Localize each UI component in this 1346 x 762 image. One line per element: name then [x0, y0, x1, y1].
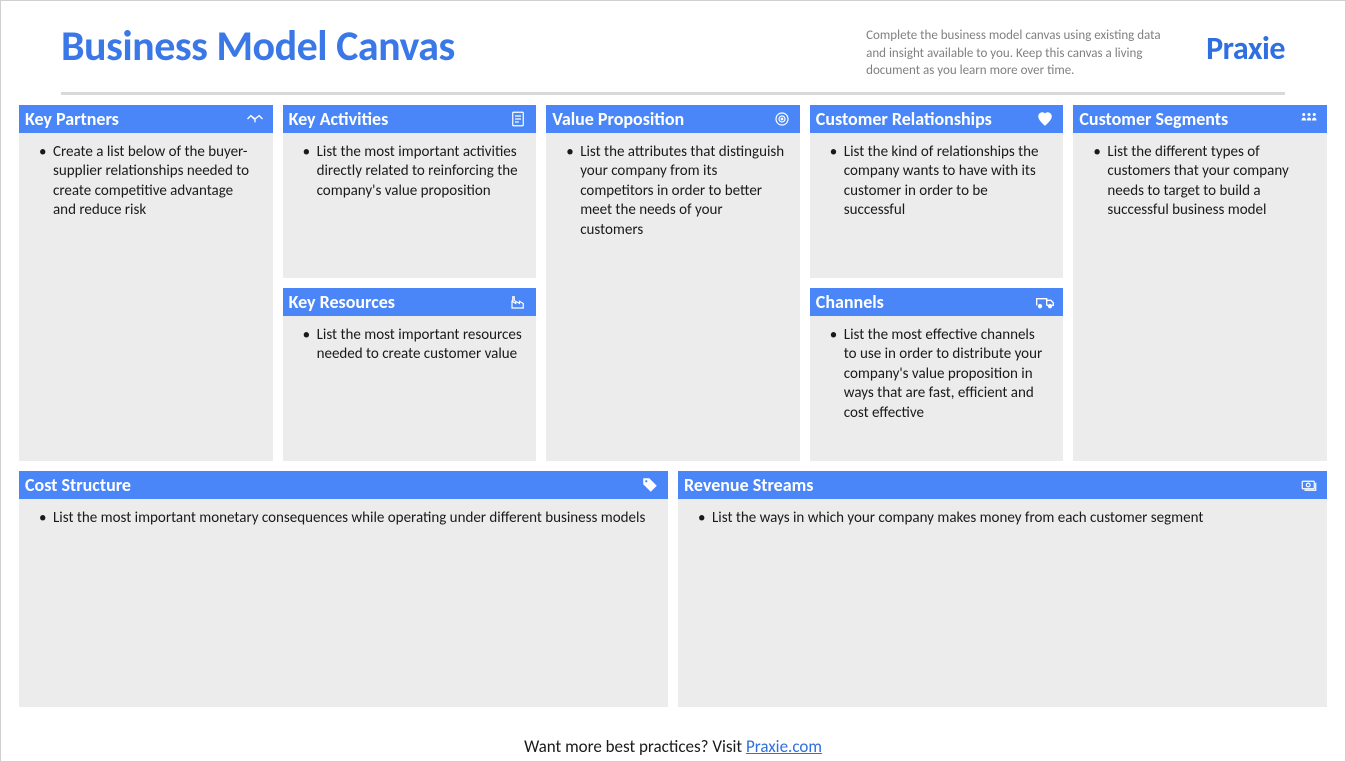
block-header-channels: Channels — [810, 288, 1064, 316]
block-title: Key Resources — [289, 291, 395, 313]
footer: Want more best practices? Visit Praxie.c… — [1, 736, 1345, 757]
truck-icon — [1035, 292, 1055, 312]
checklist-icon — [508, 109, 528, 129]
block-title: Channels — [816, 291, 884, 313]
block-body: List the attributes that distinguish you… — [546, 133, 800, 461]
bullet-text: List the most effective channels to use … — [830, 326, 1050, 424]
canvas-grid: Key Partners Create a list below of the … — [1, 105, 1345, 707]
block-body: List the most important monetary consequ… — [19, 499, 668, 707]
target-icon — [772, 109, 792, 129]
header: Business Model Canvas Complete the busin… — [1, 1, 1345, 88]
bullet-text: List the ways in which your company make… — [698, 509, 1313, 529]
footer-link[interactable]: Praxie.com — [746, 736, 822, 757]
logo-text: Praxie — [1206, 29, 1285, 68]
block-title: Cost Structure — [25, 474, 131, 496]
block-revenue-streams: Revenue Streams List the ways in which y… — [678, 471, 1327, 707]
block-header-key-resources: Key Resources — [283, 288, 537, 316]
block-cost-structure: Cost Structure List the most important m… — [19, 471, 668, 707]
bullet-text: List the different types of customers th… — [1093, 143, 1313, 221]
handshake-icon — [245, 109, 265, 129]
block-key-activities: Key Activities List the most important a… — [283, 105, 537, 278]
block-header-customer-segments: Customer Segments — [1073, 105, 1327, 133]
block-body: Create a list below of the buyer-supplie… — [19, 133, 273, 461]
instructions-text: Complete the business model canvas using… — [866, 21, 1166, 80]
block-body: List the different types of customers th… — [1073, 133, 1327, 461]
tag-icon — [640, 475, 660, 495]
bullet-text: Create a list below of the buyer-supplie… — [39, 143, 259, 221]
block-customer-relationships: Customer Relationships List the kind of … — [810, 105, 1064, 278]
factory-icon — [508, 292, 528, 312]
block-header-revenue-streams: Revenue Streams — [678, 471, 1327, 499]
bullet-text: List the attributes that distinguish you… — [566, 143, 786, 241]
bullet-text: List the most important activities direc… — [303, 143, 523, 202]
block-title: Revenue Streams — [684, 474, 813, 496]
divider — [61, 92, 1285, 95]
people-icon — [1299, 109, 1319, 129]
block-body: List the kind of relationships the compa… — [810, 133, 1064, 278]
block-title: Customer Segments — [1079, 108, 1228, 130]
cash-icon — [1299, 475, 1319, 495]
block-customer-segments: Customer Segments List the different typ… — [1073, 105, 1327, 461]
block-value-proposition: Value Proposition List the attributes th… — [546, 105, 800, 461]
block-channels: Channels List the most effective channel… — [810, 288, 1064, 461]
block-body: List the ways in which your company make… — [678, 499, 1327, 707]
block-body: List the most effective channels to use … — [810, 316, 1064, 461]
block-key-resources: Key Resources List the most important re… — [283, 288, 537, 461]
heart-icon — [1035, 109, 1055, 129]
block-title: Customer Relationships — [816, 108, 992, 130]
block-header-key-partners: Key Partners — [19, 105, 273, 133]
logo: Praxie — [1206, 21, 1285, 68]
bullet-text: List the kind of relationships the compa… — [830, 143, 1050, 221]
block-body: List the most important activities direc… — [283, 133, 537, 278]
block-title: Value Proposition — [552, 108, 684, 130]
block-body: List the most important resources needed… — [283, 316, 537, 461]
page-title: Business Model Canvas — [61, 21, 455, 72]
block-title: Key Partners — [25, 108, 119, 130]
bullet-text: List the most important monetary consequ… — [39, 509, 654, 529]
block-header-key-activities: Key Activities — [283, 105, 537, 133]
block-header-value-proposition: Value Proposition — [546, 105, 800, 133]
block-key-partners: Key Partners Create a list below of the … — [19, 105, 273, 461]
block-header-customer-relationships: Customer Relationships — [810, 105, 1064, 133]
block-title: Key Activities — [289, 108, 389, 130]
block-header-cost-structure: Cost Structure — [19, 471, 668, 499]
footer-prefix: Want more best practices? Visit — [524, 736, 746, 757]
bullet-text: List the most important resources needed… — [303, 326, 523, 365]
